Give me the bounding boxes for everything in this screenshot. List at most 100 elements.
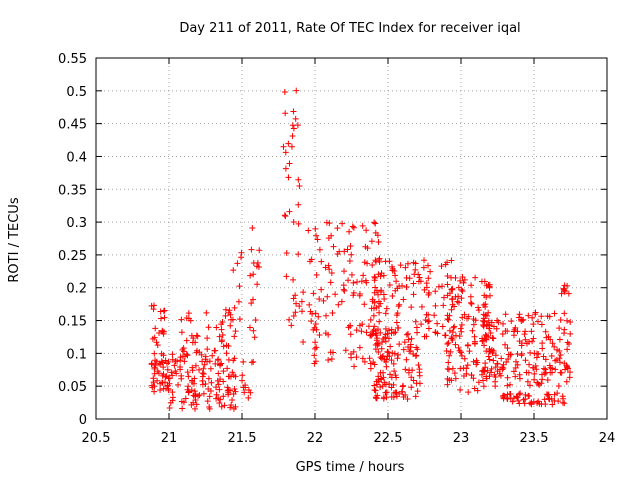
data-point [444, 273, 451, 280]
data-point [316, 332, 323, 339]
data-point [161, 314, 168, 321]
data-point [229, 369, 236, 376]
y-tick-label: 0 [79, 413, 87, 428]
data-point [466, 348, 473, 355]
data-point [487, 329, 494, 336]
data-point [502, 311, 509, 318]
data-point [295, 251, 302, 258]
data-point [289, 122, 296, 129]
data-point [479, 337, 486, 344]
data-point [492, 383, 499, 390]
data-point [489, 350, 496, 357]
data-point [312, 225, 319, 232]
data-point [446, 312, 453, 319]
data-point [459, 288, 466, 295]
data-point [531, 370, 538, 377]
data-point [526, 382, 533, 389]
data-point [236, 316, 243, 323]
data-point [504, 391, 511, 398]
data-point [390, 360, 397, 367]
data-point [250, 327, 257, 334]
data-point [527, 349, 534, 356]
data-point [281, 89, 288, 96]
data-point [412, 266, 419, 273]
data-point [236, 283, 243, 290]
data-point [388, 384, 395, 391]
data-point [350, 224, 357, 231]
data-point [564, 317, 571, 324]
data-point [289, 133, 296, 140]
data-point [184, 369, 191, 376]
data-point [545, 395, 552, 402]
data-point [215, 381, 222, 388]
data-point [225, 356, 232, 363]
data-point [525, 392, 532, 399]
data-point [298, 298, 305, 305]
data-point [222, 306, 229, 313]
data-point [348, 354, 355, 361]
data-point [286, 208, 293, 215]
data-point [566, 369, 573, 376]
x-tick-label: 23.5 [520, 431, 549, 446]
data-point [565, 290, 572, 297]
data-point [216, 333, 223, 340]
data-point [507, 351, 514, 358]
data-point [415, 271, 422, 278]
data-point [178, 372, 185, 379]
data-point [374, 232, 381, 239]
data-point [224, 384, 231, 391]
data-point [376, 309, 383, 316]
data-point [220, 393, 227, 400]
data-point [152, 362, 159, 369]
data-point [565, 341, 572, 348]
data-point [439, 283, 446, 290]
data-point [283, 250, 290, 257]
data-point [356, 344, 363, 351]
data-point [372, 387, 379, 394]
data-point [377, 329, 384, 336]
data-point [165, 358, 172, 365]
data-point [223, 350, 230, 357]
data-point [231, 304, 238, 311]
data-point [454, 298, 461, 305]
data-point [556, 325, 563, 332]
data-point [149, 335, 156, 342]
data-point [372, 257, 379, 264]
data-point [160, 330, 167, 337]
data-point [326, 266, 333, 273]
data-point [330, 243, 337, 250]
data-point [153, 358, 160, 365]
data-point [471, 340, 478, 347]
data-point [371, 323, 378, 330]
data-point [382, 389, 389, 396]
data-point [359, 321, 366, 328]
data-point [213, 324, 220, 331]
data-point [540, 365, 547, 372]
data-point [427, 268, 434, 275]
data-point [206, 393, 213, 400]
data-point [334, 251, 341, 258]
data-point [232, 373, 239, 380]
data-point [544, 392, 551, 399]
data-point [285, 174, 292, 181]
data-point [379, 383, 386, 390]
data-point [517, 390, 524, 397]
y-tick-label: 0.1 [66, 347, 87, 362]
data-point [314, 236, 321, 243]
data-point [185, 310, 192, 317]
data-point [542, 401, 549, 408]
data-point [375, 239, 382, 246]
x-tick-label: 21.5 [228, 431, 257, 446]
data-point [177, 366, 184, 373]
data-point [367, 365, 374, 372]
data-point [408, 304, 415, 311]
data-point [469, 327, 476, 334]
data-point [451, 370, 458, 377]
data-point [185, 383, 192, 390]
data-point [533, 366, 540, 373]
data-point [485, 353, 492, 360]
data-point [286, 160, 293, 167]
data-point [538, 321, 545, 328]
data-point [439, 323, 446, 330]
data-point [212, 360, 219, 367]
